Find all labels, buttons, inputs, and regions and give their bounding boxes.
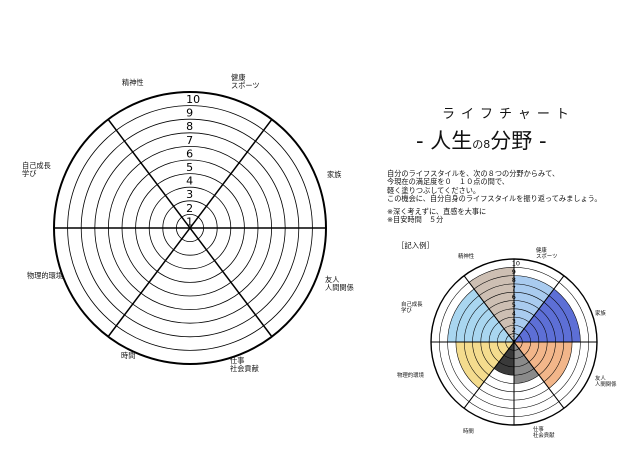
ex-scale-3: 3 xyxy=(512,318,516,326)
big-scale-4: 4 xyxy=(186,175,193,188)
ex-scale-2: 2 xyxy=(512,326,516,334)
big-scale-6: 6 xyxy=(186,147,193,160)
example-label-health: 健康 スポーツ xyxy=(536,248,558,260)
example-label-family: 家族 xyxy=(595,311,606,317)
chart-title: - 人生の8分野 - xyxy=(416,129,547,153)
example-fill-5 xyxy=(494,342,514,376)
category-label-family: 家族 xyxy=(327,170,342,179)
category-label-growth: 自己成長 学び xyxy=(22,161,51,179)
example-label-growth: 自己成長 学び xyxy=(401,302,423,314)
big-scale-2: 2 xyxy=(186,202,193,215)
category-label-friends: 友人 人間関係 xyxy=(325,275,354,293)
example-label-work: 仕事 社会貢献 xyxy=(533,427,555,439)
instructions: 自分のライフスタイルを、次の８つの分野からみて、 今現在の満足度を０ １０点の間… xyxy=(387,169,602,204)
ex-scale-5: 5 xyxy=(512,301,516,309)
example-label-time: 時間 xyxy=(463,429,474,435)
example-fill-7 xyxy=(447,288,514,342)
ex-scale-1: 1 xyxy=(512,334,516,342)
category-label-time: 時間 xyxy=(121,351,136,360)
ex-scale-4: 4 xyxy=(512,309,516,317)
big-scale-5: 5 xyxy=(186,161,193,174)
big-scale-8: 8 xyxy=(186,120,193,133)
instruction-notes: ※深く考えずに、直感を大事に ※目安時間 ５分 xyxy=(387,207,487,225)
example-fill-0 xyxy=(469,267,514,342)
example-fill-2 xyxy=(514,288,581,342)
category-label-spirituality: 精神性 xyxy=(122,78,144,87)
ex-scale-6: 6 xyxy=(512,293,516,301)
example-heading: ［記入例］ xyxy=(397,241,434,250)
ex-scale-8: 8 xyxy=(512,276,516,284)
big-scale-3: 3 xyxy=(186,188,193,201)
ex-scale-10: 10 xyxy=(512,260,520,268)
big-scale-10: 10 xyxy=(186,93,200,106)
ex-scale-9: 9 xyxy=(512,268,516,276)
example-label-spirituality: 精神性 xyxy=(458,254,475,260)
big-scale-7: 7 xyxy=(186,134,193,147)
category-label-work: 仕事 社会貢献 xyxy=(230,356,259,374)
example-label-environment: 物理的環境 xyxy=(397,373,424,379)
big-scale-9: 9 xyxy=(186,107,193,120)
example-label-friends: 友人 人間関係 xyxy=(595,376,617,388)
big-scale-1: 1 xyxy=(186,215,193,228)
ex-scale-7: 7 xyxy=(512,285,516,293)
category-label-environment: 物理的環境 xyxy=(27,271,63,280)
example-fill-3 xyxy=(514,342,573,389)
category-label-health: 健康 スポーツ xyxy=(231,73,260,91)
example-fill-6 xyxy=(455,342,514,389)
chart-subtitle: ライフチャート xyxy=(442,107,575,122)
example-fill-4 xyxy=(514,342,539,384)
